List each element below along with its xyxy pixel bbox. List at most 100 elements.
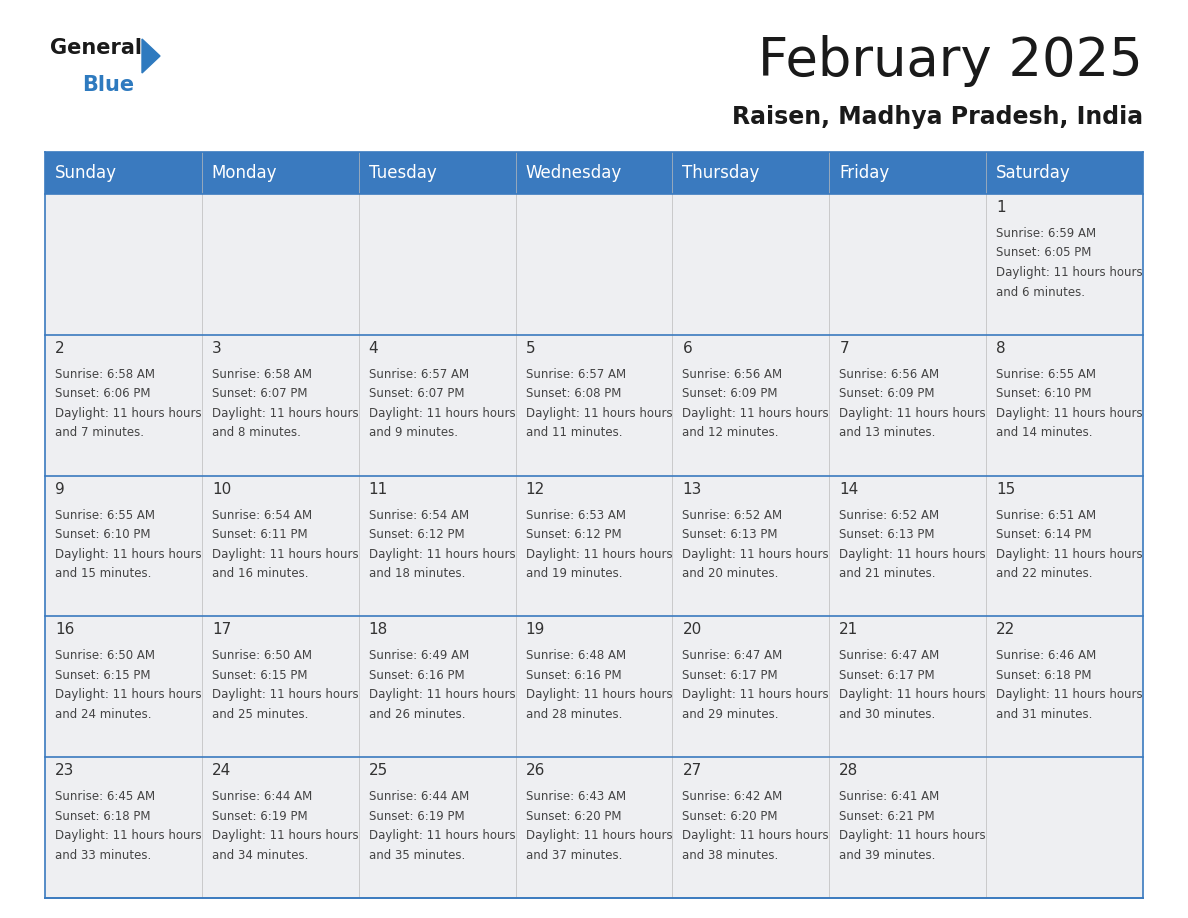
Text: Sunrise: 6:50 AM: Sunrise: 6:50 AM (211, 649, 312, 663)
Text: Sunset: 6:10 PM: Sunset: 6:10 PM (997, 387, 1092, 400)
Text: and 39 minutes.: and 39 minutes. (839, 849, 936, 862)
Bar (359, 194, 516, 335)
Bar (829, 194, 986, 335)
Text: Daylight: 11 hours hours: Daylight: 11 hours hours (211, 688, 359, 701)
Text: Sunset: 6:16 PM: Sunset: 6:16 PM (525, 669, 621, 682)
Text: Sunrise: 6:58 AM: Sunrise: 6:58 AM (211, 368, 312, 381)
Text: Sunset: 6:17 PM: Sunset: 6:17 PM (682, 669, 778, 682)
Bar (516, 616, 672, 757)
Text: Sunrise: 6:41 AM: Sunrise: 6:41 AM (839, 790, 940, 803)
Text: Sunset: 6:20 PM: Sunset: 6:20 PM (682, 810, 778, 823)
Text: Sunset: 6:06 PM: Sunset: 6:06 PM (55, 387, 151, 400)
Text: and 33 minutes.: and 33 minutes. (55, 849, 151, 862)
Text: Daylight: 11 hours hours: Daylight: 11 hours hours (682, 688, 829, 701)
Bar (986, 152, 1143, 194)
Text: 19: 19 (525, 622, 545, 637)
Bar (202, 194, 359, 335)
Text: Daylight: 11 hours hours: Daylight: 11 hours hours (839, 829, 986, 842)
Text: Sunset: 6:18 PM: Sunset: 6:18 PM (55, 810, 151, 823)
Text: Monday: Monday (211, 164, 277, 182)
Bar (516, 757, 672, 898)
Text: Daylight: 11 hours hours: Daylight: 11 hours hours (368, 548, 516, 561)
Text: Sunset: 6:16 PM: Sunset: 6:16 PM (368, 669, 465, 682)
Bar (672, 335, 829, 476)
Text: February 2025: February 2025 (758, 35, 1143, 87)
Text: 22: 22 (997, 622, 1016, 637)
Text: Daylight: 11 hours hours: Daylight: 11 hours hours (55, 548, 202, 561)
Text: and 26 minutes.: and 26 minutes. (368, 708, 466, 721)
Text: and 14 minutes.: and 14 minutes. (997, 426, 1093, 440)
Text: Daylight: 11 hours hours: Daylight: 11 hours hours (211, 829, 359, 842)
Text: 9: 9 (55, 482, 65, 497)
Text: Thursday: Thursday (682, 164, 760, 182)
Text: 15: 15 (997, 482, 1016, 497)
Text: 3: 3 (211, 341, 222, 356)
Text: Daylight: 11 hours hours: Daylight: 11 hours hours (211, 548, 359, 561)
Text: Sunrise: 6:46 AM: Sunrise: 6:46 AM (997, 649, 1097, 663)
Text: and 29 minutes.: and 29 minutes. (682, 708, 779, 721)
Bar (986, 476, 1143, 616)
Text: Sunrise: 6:59 AM: Sunrise: 6:59 AM (997, 227, 1097, 240)
Text: and 8 minutes.: and 8 minutes. (211, 426, 301, 440)
Text: Sunset: 6:15 PM: Sunset: 6:15 PM (211, 669, 308, 682)
Text: Sunrise: 6:43 AM: Sunrise: 6:43 AM (525, 790, 626, 803)
Bar (45, 335, 202, 476)
Bar (45, 476, 202, 616)
Text: Tuesday: Tuesday (368, 164, 436, 182)
Text: Daylight: 11 hours hours: Daylight: 11 hours hours (997, 548, 1143, 561)
Text: Daylight: 11 hours hours: Daylight: 11 hours hours (211, 407, 359, 420)
Text: and 38 minutes.: and 38 minutes. (682, 849, 778, 862)
Text: Sunset: 6:21 PM: Sunset: 6:21 PM (839, 810, 935, 823)
Bar (359, 616, 516, 757)
Text: Sunset: 6:12 PM: Sunset: 6:12 PM (525, 528, 621, 541)
Text: and 7 minutes.: and 7 minutes. (55, 426, 144, 440)
Text: Sunset: 6:11 PM: Sunset: 6:11 PM (211, 528, 308, 541)
Text: and 6 minutes.: and 6 minutes. (997, 285, 1085, 298)
Text: Daylight: 11 hours hours: Daylight: 11 hours hours (839, 688, 986, 701)
Bar (359, 476, 516, 616)
Text: 28: 28 (839, 763, 859, 778)
Bar (672, 194, 829, 335)
Text: 27: 27 (682, 763, 702, 778)
Text: 5: 5 (525, 341, 536, 356)
Text: General: General (50, 38, 143, 58)
Text: Daylight: 11 hours hours: Daylight: 11 hours hours (839, 407, 986, 420)
Text: Sunset: 6:15 PM: Sunset: 6:15 PM (55, 669, 151, 682)
Text: Sunrise: 6:50 AM: Sunrise: 6:50 AM (55, 649, 154, 663)
Bar (202, 152, 359, 194)
Text: 10: 10 (211, 482, 232, 497)
Text: Sunset: 6:09 PM: Sunset: 6:09 PM (682, 387, 778, 400)
Text: and 11 minutes.: and 11 minutes. (525, 426, 623, 440)
Text: Daylight: 11 hours hours: Daylight: 11 hours hours (55, 407, 202, 420)
Text: and 13 minutes.: and 13 minutes. (839, 426, 936, 440)
Text: Sunrise: 6:56 AM: Sunrise: 6:56 AM (839, 368, 940, 381)
Text: and 9 minutes.: and 9 minutes. (368, 426, 457, 440)
Bar (986, 194, 1143, 335)
Text: and 22 minutes.: and 22 minutes. (997, 567, 1093, 580)
Text: 17: 17 (211, 622, 232, 637)
Text: 11: 11 (368, 482, 388, 497)
Text: Sunrise: 6:55 AM: Sunrise: 6:55 AM (55, 509, 154, 521)
Text: Daylight: 11 hours hours: Daylight: 11 hours hours (368, 829, 516, 842)
Text: Sunset: 6:19 PM: Sunset: 6:19 PM (368, 810, 465, 823)
Text: 2: 2 (55, 341, 64, 356)
Text: Sunset: 6:12 PM: Sunset: 6:12 PM (368, 528, 465, 541)
Text: Daylight: 11 hours hours: Daylight: 11 hours hours (368, 688, 516, 701)
Polygon shape (143, 39, 160, 73)
Text: Sunrise: 6:55 AM: Sunrise: 6:55 AM (997, 368, 1097, 381)
Text: 16: 16 (55, 622, 75, 637)
Text: Sunset: 6:13 PM: Sunset: 6:13 PM (682, 528, 778, 541)
Text: Sunrise: 6:52 AM: Sunrise: 6:52 AM (682, 509, 783, 521)
Text: Daylight: 11 hours hours: Daylight: 11 hours hours (997, 266, 1143, 279)
Text: 4: 4 (368, 341, 378, 356)
Text: and 31 minutes.: and 31 minutes. (997, 708, 1093, 721)
Text: 20: 20 (682, 622, 702, 637)
Text: and 19 minutes.: and 19 minutes. (525, 567, 623, 580)
Text: 7: 7 (839, 341, 849, 356)
Text: Daylight: 11 hours hours: Daylight: 11 hours hours (682, 829, 829, 842)
Text: Sunrise: 6:54 AM: Sunrise: 6:54 AM (368, 509, 469, 521)
Text: Sunset: 6:17 PM: Sunset: 6:17 PM (839, 669, 935, 682)
Bar (202, 757, 359, 898)
Bar (829, 335, 986, 476)
Text: Sunrise: 6:48 AM: Sunrise: 6:48 AM (525, 649, 626, 663)
